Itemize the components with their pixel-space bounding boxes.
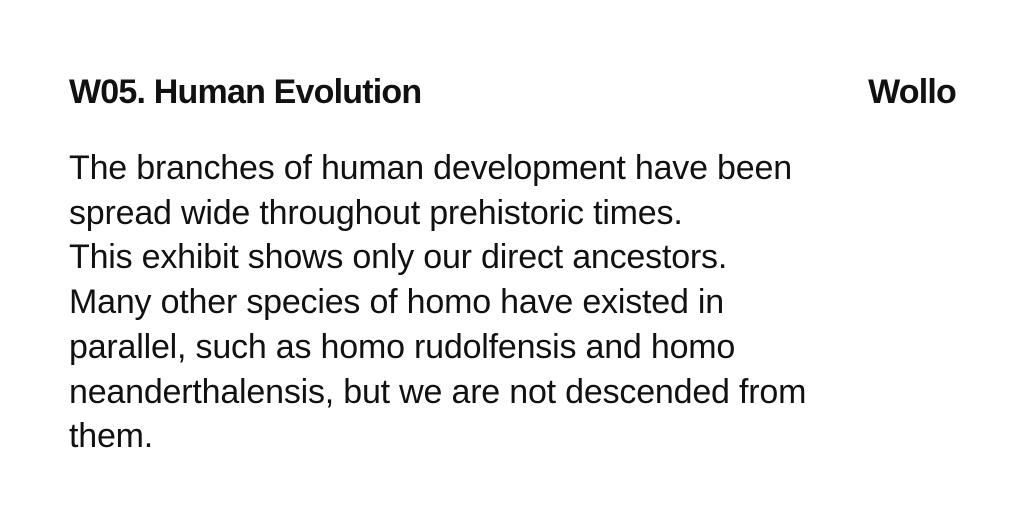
exhibit-location: Wollo [868,73,957,111]
description-line: them. [69,417,154,456]
description-line: parallel, such as homo rudolfensis and h… [69,327,736,366]
exhibit-title: W05. Human Evolution [69,73,422,111]
exhibit-description: The branches of human development have b… [69,146,956,459]
description-line: This exhibit shows only our direct ances… [69,238,728,277]
exhibit-label: W05. Human Evolution Wollo The branches … [69,70,957,459]
description-line: neanderthalensis, but we are not descend… [69,372,807,411]
description-line: Many other species of homo have existed … [69,283,724,322]
description-line: spread wide throughout prehistoric times… [69,193,683,232]
label-header: W05. Human Evolution Wollo [69,70,957,114]
description-line: The branches of human development have b… [69,149,792,187]
